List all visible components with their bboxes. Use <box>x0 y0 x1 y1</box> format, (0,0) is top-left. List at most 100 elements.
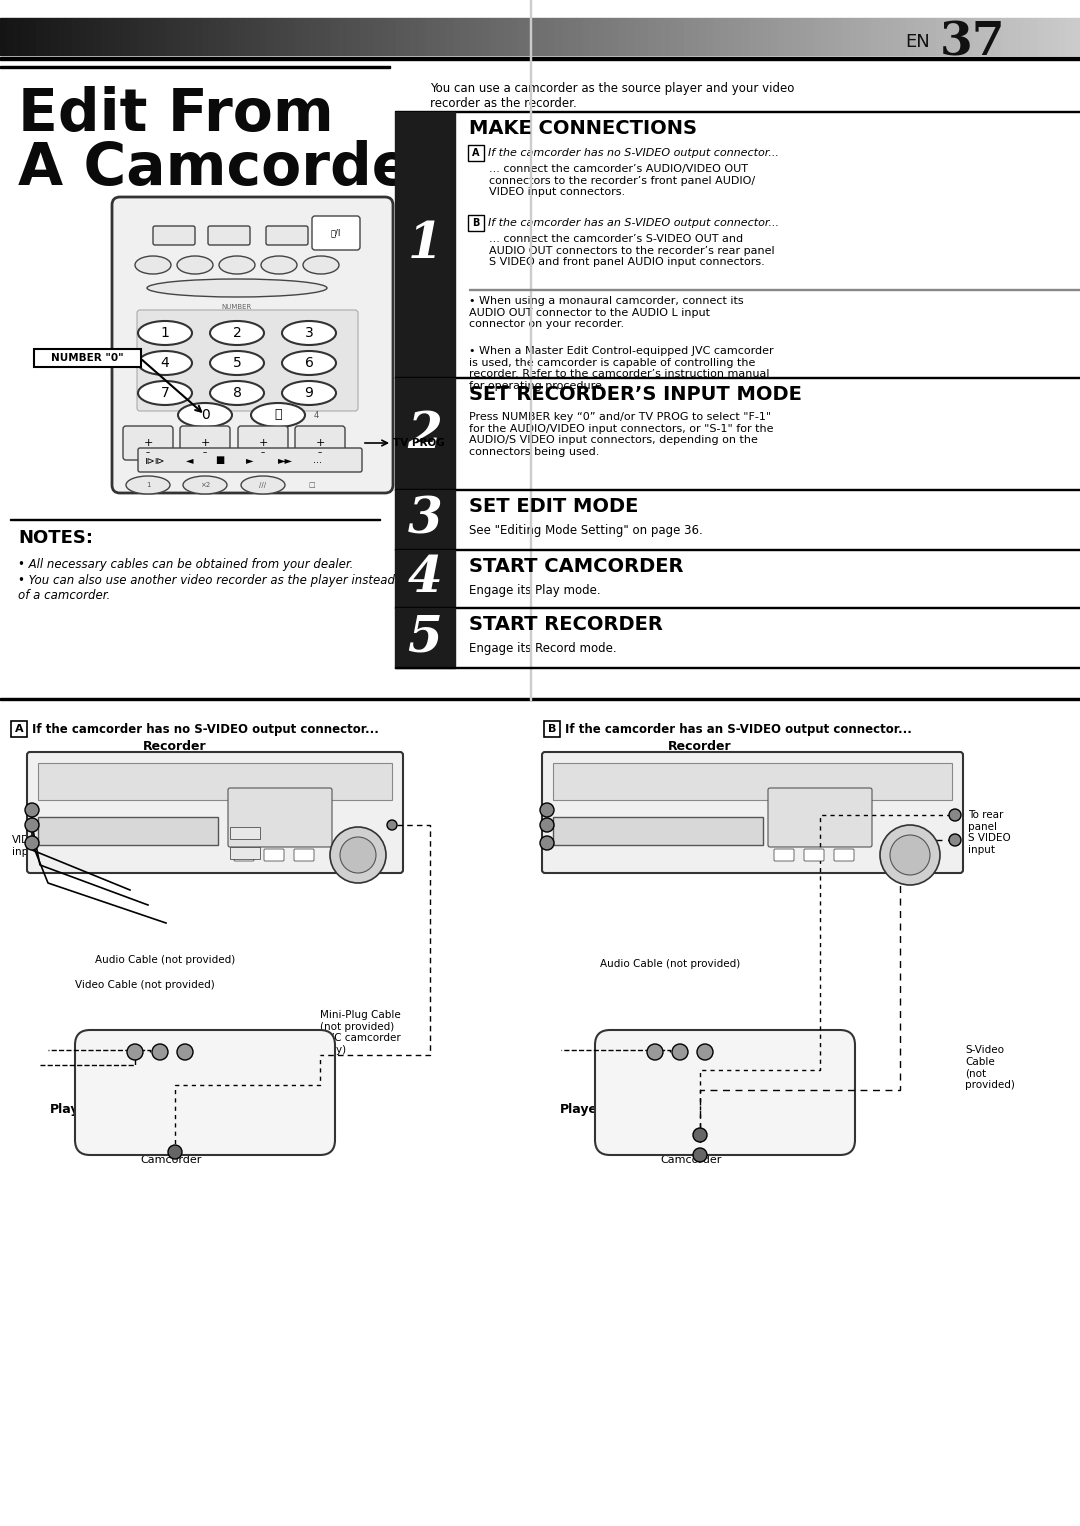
Bar <box>921 18 929 55</box>
Text: Mini-Plug Cable
(not provided)
(JVC camcorder only): Mini-Plug Cable (not provided) (JVC camc… <box>640 836 751 870</box>
Bar <box>720 18 727 55</box>
Bar <box>548 18 554 55</box>
Text: –: – <box>203 449 207 458</box>
Text: ...: ... <box>313 455 323 465</box>
FancyBboxPatch shape <box>468 215 484 230</box>
Bar <box>230 847 260 859</box>
Bar <box>137 18 144 55</box>
Text: VIDEO
input: VIDEO input <box>12 835 45 856</box>
Text: AUDIO input: AUDIO input <box>60 813 124 823</box>
Bar <box>72 18 79 55</box>
Bar <box>216 18 224 55</box>
Bar <box>597 18 605 55</box>
Bar <box>29 18 36 55</box>
Text: 1: 1 <box>146 482 150 488</box>
Text: Camcorder: Camcorder <box>140 1155 201 1164</box>
Text: Recorder: Recorder <box>144 740 206 752</box>
Bar <box>900 18 907 55</box>
Bar <box>569 18 576 55</box>
Bar <box>684 18 691 55</box>
Bar <box>1001 18 1008 55</box>
Text: 4: 4 <box>161 356 170 369</box>
Bar <box>1051 18 1058 55</box>
Text: If the camcorder has no S-VIDEO output connector...: If the camcorder has no S-VIDEO output c… <box>488 148 779 159</box>
Bar <box>691 18 699 55</box>
Ellipse shape <box>261 256 297 275</box>
Bar <box>281 18 288 55</box>
Text: START RECORDER: START RECORDER <box>469 615 663 633</box>
Bar <box>86 18 94 55</box>
FancyBboxPatch shape <box>180 426 230 459</box>
Text: +: + <box>144 438 152 449</box>
Text: 3: 3 <box>305 327 313 340</box>
Bar <box>410 18 418 55</box>
Bar <box>468 18 475 55</box>
Text: Press NUMBER key “0” and/or TV PROG to select "F-1"
for the AUDIO/VIDEO input co: Press NUMBER key “0” and/or TV PROG to s… <box>469 412 773 456</box>
Bar <box>224 18 230 55</box>
Circle shape <box>890 835 930 874</box>
Bar <box>792 18 799 55</box>
Text: ►►: ►► <box>278 455 293 465</box>
Bar <box>634 18 640 55</box>
Bar <box>907 18 915 55</box>
Bar <box>208 18 216 55</box>
Bar <box>108 18 116 55</box>
Bar <box>14 18 22 55</box>
Circle shape <box>177 1044 193 1061</box>
Bar <box>57 18 65 55</box>
Text: B: B <box>472 218 480 227</box>
Text: TV PROG: TV PROG <box>393 438 445 449</box>
Ellipse shape <box>147 279 327 298</box>
Bar <box>605 18 612 55</box>
Text: SET EDIT MODE: SET EDIT MODE <box>469 496 638 516</box>
Text: • When using a monaural camcorder, connect its
AUDIO OUT connector to the AUDIO : • When using a monaural camcorder, conne… <box>469 296 744 330</box>
Text: To rear
panel
S VIDEO
input: To rear panel S VIDEO input <box>968 810 1011 855</box>
Bar <box>116 18 122 55</box>
Text: EDIT: EDIT <box>730 1128 754 1137</box>
Text: ►: ► <box>246 455 254 465</box>
Bar <box>770 18 778 55</box>
Bar <box>526 18 532 55</box>
Bar <box>619 18 626 55</box>
Text: ⧐⧐: ⧐⧐ <box>145 455 165 465</box>
Bar <box>122 18 130 55</box>
Bar <box>475 18 483 55</box>
FancyBboxPatch shape <box>544 720 561 737</box>
Bar <box>396 18 403 55</box>
Bar <box>424 18 432 55</box>
FancyBboxPatch shape <box>33 349 141 366</box>
Bar <box>640 18 648 55</box>
Bar <box>864 18 872 55</box>
Text: 4: 4 <box>407 554 443 603</box>
Text: Engage its Play mode.: Engage its Play mode. <box>469 584 600 597</box>
Circle shape <box>168 1144 183 1160</box>
Bar <box>165 18 173 55</box>
FancyBboxPatch shape <box>11 720 27 737</box>
Bar <box>389 18 396 55</box>
Bar <box>38 763 392 800</box>
Bar <box>230 18 238 55</box>
Bar <box>51 18 57 55</box>
Bar <box>159 18 165 55</box>
FancyBboxPatch shape <box>266 226 308 246</box>
Text: ... connect the camcorder’s S-VIDEO OUT and
AUDIO OUT connectors to the recorder: ... connect the camcorder’s S-VIDEO OUT … <box>489 233 774 267</box>
Bar <box>662 18 670 55</box>
Ellipse shape <box>303 256 339 275</box>
Text: Player: Player <box>50 1103 94 1117</box>
Ellipse shape <box>282 382 336 404</box>
Text: MAKE CONNECTIONS: MAKE CONNECTIONS <box>469 119 697 137</box>
Bar <box>936 18 943 55</box>
Bar <box>273 18 281 55</box>
Text: See "Editing Mode Setting" on page 36.: See "Editing Mode Setting" on page 36. <box>469 523 703 537</box>
Bar <box>964 18 972 55</box>
Circle shape <box>25 803 39 816</box>
Bar <box>562 18 569 55</box>
Ellipse shape <box>138 351 192 375</box>
Ellipse shape <box>282 320 336 345</box>
Bar <box>360 18 367 55</box>
Circle shape <box>672 1044 688 1061</box>
Bar <box>756 18 764 55</box>
FancyBboxPatch shape <box>112 197 393 493</box>
Bar <box>748 18 756 55</box>
Text: • All necessary cables can be obtained from your dealer.: • All necessary cables can be obtained f… <box>18 559 353 571</box>
